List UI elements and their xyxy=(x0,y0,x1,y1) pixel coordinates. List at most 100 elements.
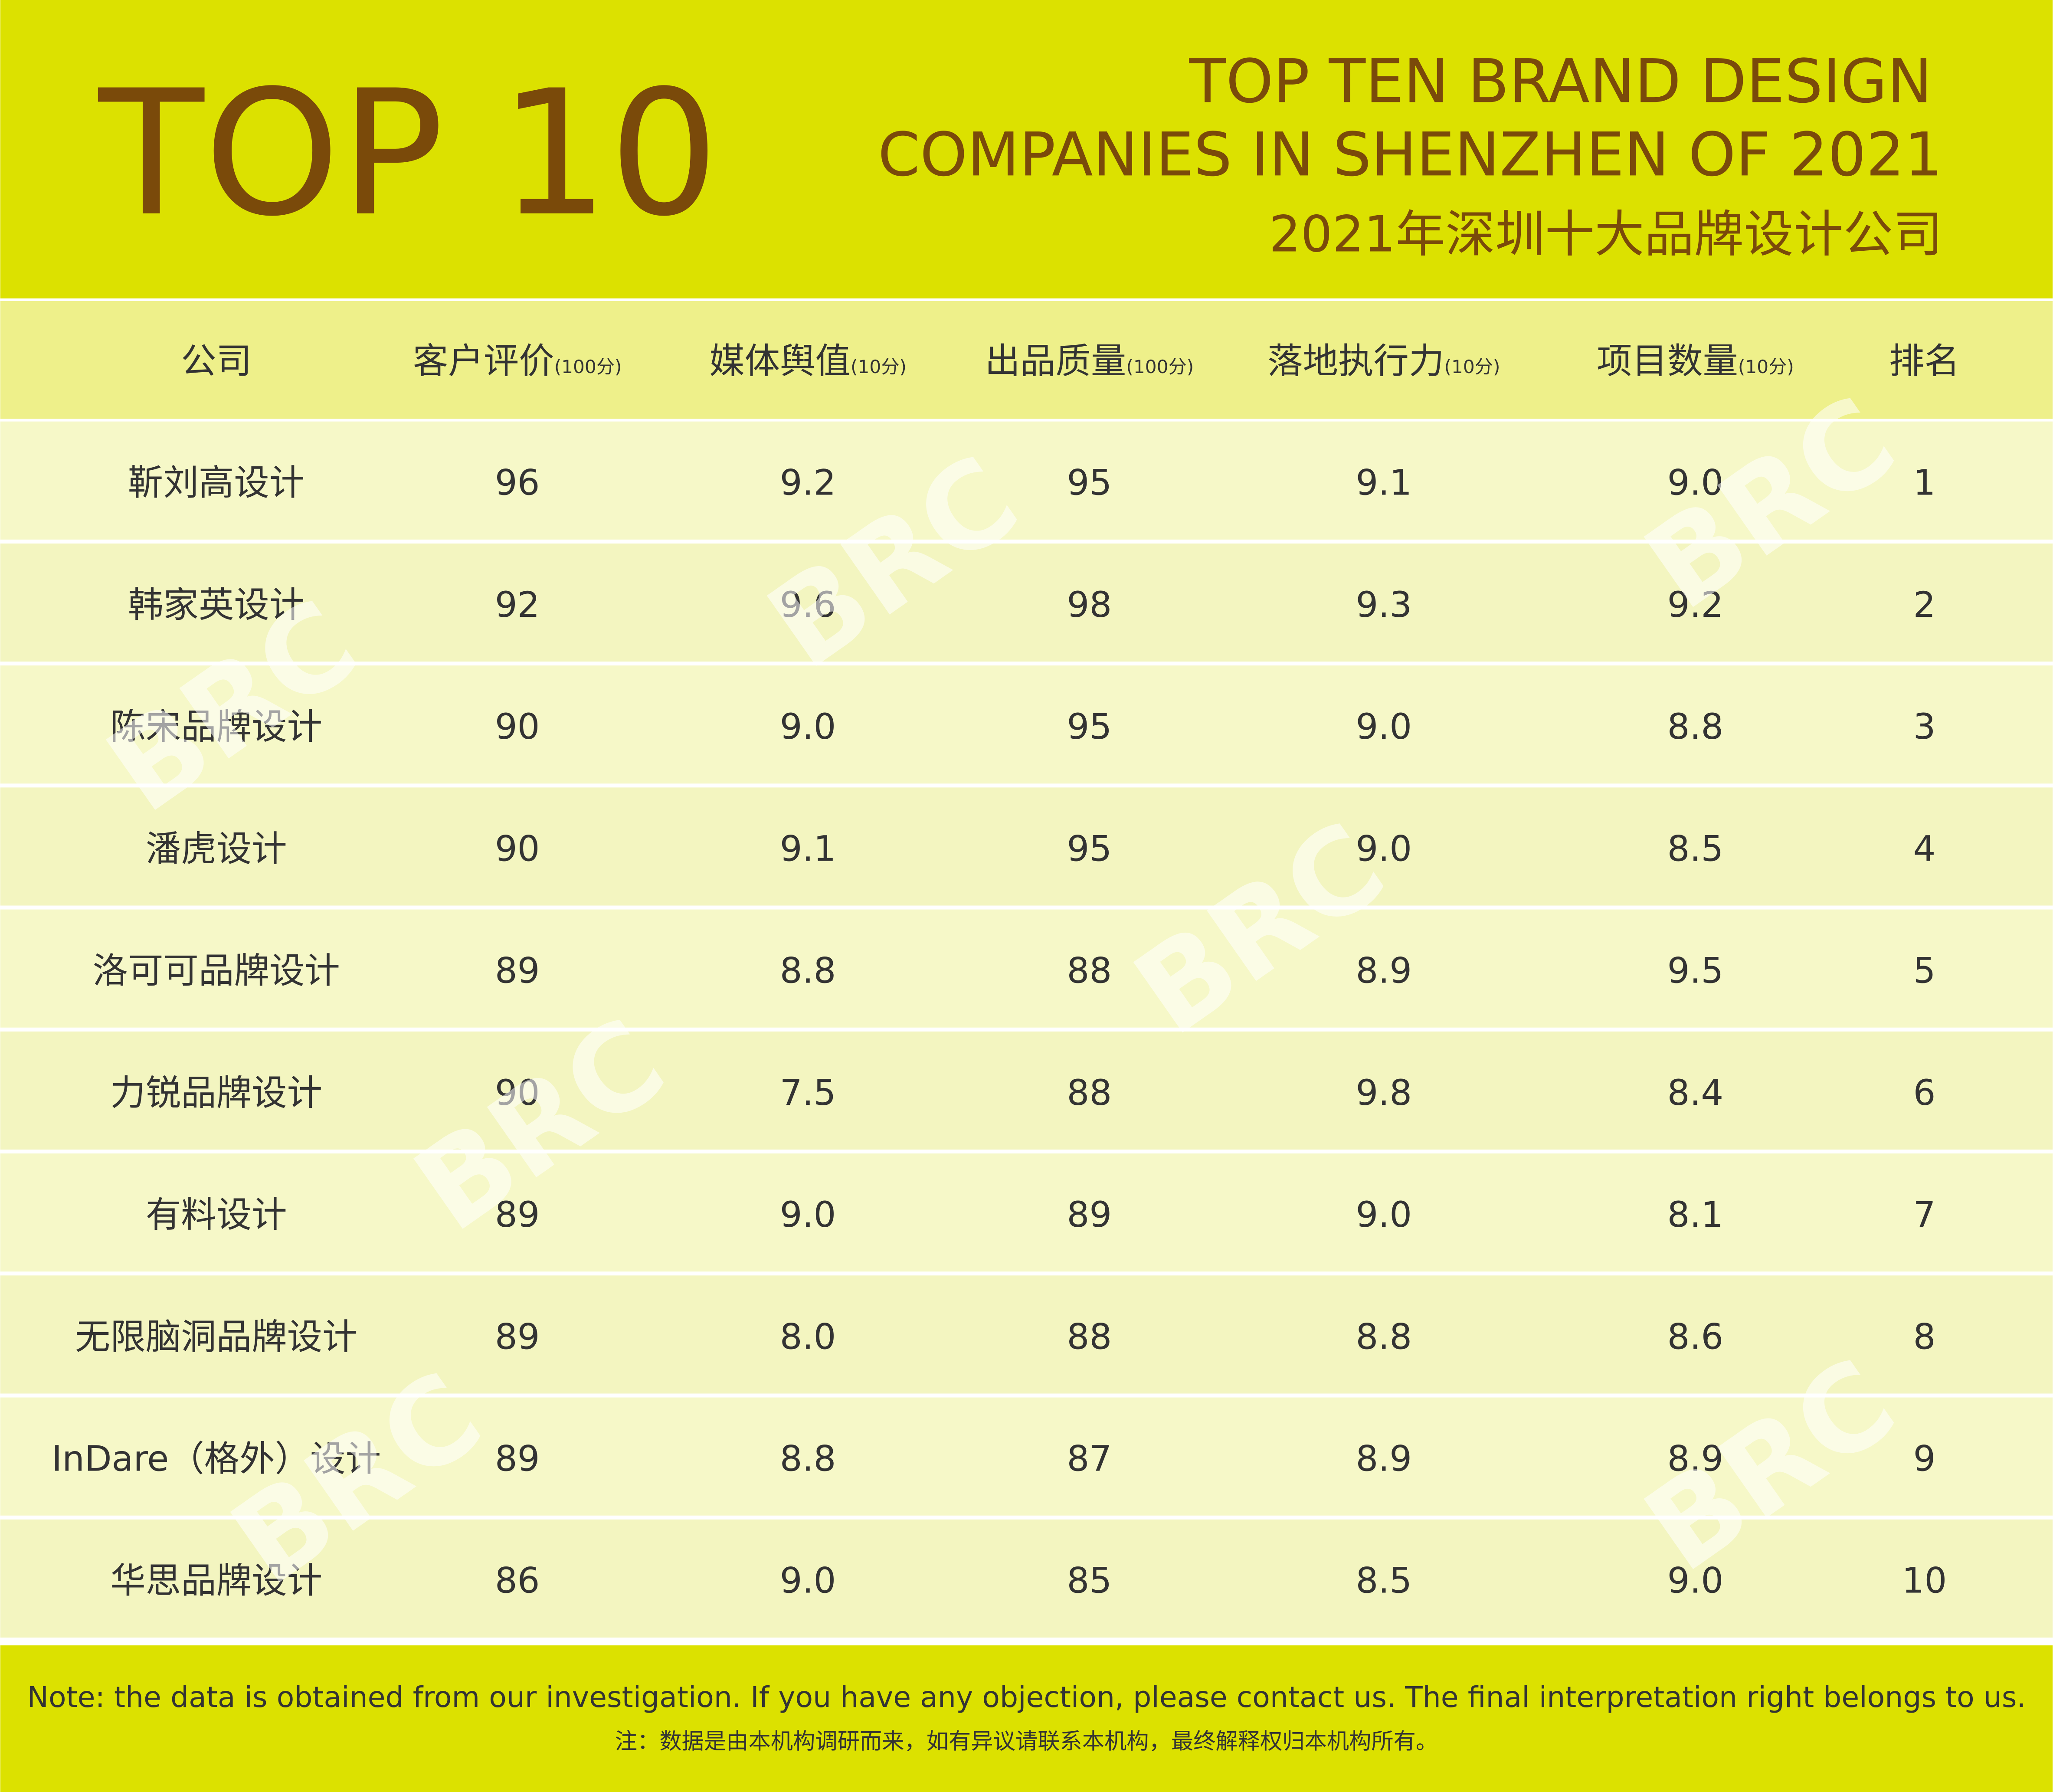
cell-value: 98 xyxy=(1067,584,1112,626)
cell-value: 9.3 xyxy=(1356,584,1412,626)
cell-value: 9.5 xyxy=(1667,950,1724,992)
column-label: 落地执行力 xyxy=(1267,341,1444,382)
column-header: 出品质量(100分) xyxy=(985,341,1194,382)
cell-value: 7.5 xyxy=(780,1072,836,1114)
header-band xyxy=(0,0,2053,298)
company-name: 洛可可品牌设计 xyxy=(92,950,340,992)
column-header: 项目数量(10分) xyxy=(1597,341,1794,382)
cell-value: 9.0 xyxy=(780,1560,836,1602)
company-name: 华思品牌设计 xyxy=(110,1560,322,1602)
table-row xyxy=(0,1031,2053,1150)
column-unit: (10分) xyxy=(1444,356,1500,377)
footer-band xyxy=(0,1645,2053,1792)
column-label: 客户评价 xyxy=(413,341,554,382)
cell-value: 9.0 xyxy=(1667,462,1724,504)
column-header: 排名 xyxy=(1889,341,1960,382)
column-unit: (10分) xyxy=(1738,356,1794,377)
cell-value: 9.1 xyxy=(780,828,836,869)
cell-value: 8.0 xyxy=(780,1316,836,1357)
table-row xyxy=(0,1397,2053,1516)
title-line: TOP TEN BRAND DESIGN xyxy=(1189,46,1932,116)
cell-value: 8.9 xyxy=(1667,1438,1724,1479)
table: 公司 客户评价(100分) 媒体舆值(10分) 出品质量(100分) 落地执行力(10分… xyxy=(52,341,1960,1602)
cell-value: 9.6 xyxy=(780,584,836,626)
cell-value: 8.6 xyxy=(1667,1316,1724,1357)
table-row xyxy=(0,1153,2053,1272)
cell-value: 8.5 xyxy=(1667,828,1724,869)
company-name: 有料设计 xyxy=(146,1194,287,1235)
cell-value: 89 xyxy=(495,950,540,992)
cell-value: 86 xyxy=(495,1560,540,1602)
cell-value: 90 xyxy=(495,828,540,869)
cell-value: 9.2 xyxy=(1667,584,1724,626)
cell-value: 90 xyxy=(495,1072,540,1114)
cell-value: 6 xyxy=(1913,1072,1936,1114)
company-name: 靳刘高设计 xyxy=(128,462,305,504)
company-name: InDare（格外）设计 xyxy=(52,1438,381,1479)
cell-value: 4 xyxy=(1913,828,1936,869)
cell-value: 3 xyxy=(1913,706,1936,747)
column-label: 出品质量 xyxy=(985,341,1126,382)
table-row xyxy=(0,787,2053,906)
cell-value: 8.8 xyxy=(1356,1316,1412,1357)
table-row xyxy=(0,665,2053,784)
column-header: 落地执行力(10分) xyxy=(1267,341,1500,382)
big-title: TOP 10 xyxy=(96,53,719,254)
table-row xyxy=(0,1519,2053,1638)
company-name: 陈宋品牌设计 xyxy=(110,706,322,747)
cell-value: 85 xyxy=(1067,1560,1112,1602)
cell-value: 95 xyxy=(1067,828,1112,869)
company-name: 无限脑洞品牌设计 xyxy=(75,1316,358,1357)
cell-value: 89 xyxy=(495,1194,540,1235)
company-name: 潘虎设计 xyxy=(146,828,287,869)
cell-value: 95 xyxy=(1067,706,1112,747)
table-row xyxy=(0,421,2053,540)
cell-value: 8 xyxy=(1913,1316,1936,1357)
cell-value: 87 xyxy=(1067,1438,1112,1479)
cell-value: 88 xyxy=(1067,1316,1112,1357)
cell-value: 8.8 xyxy=(1667,706,1724,747)
cell-value: 9.8 xyxy=(1356,1072,1412,1114)
cell-value: 88 xyxy=(1067,950,1112,992)
column-label: 公司 xyxy=(181,341,252,382)
cell-value: 9.0 xyxy=(1356,828,1412,869)
column-label: 媒体舆值 xyxy=(709,341,851,382)
table-body xyxy=(0,421,2053,1638)
column-label: 项目数量 xyxy=(1597,341,1738,382)
table-row xyxy=(0,909,2053,1028)
cell-value: 8.9 xyxy=(1356,950,1412,992)
cell-value: 9.1 xyxy=(1356,462,1412,504)
column-unit: (100分) xyxy=(554,356,622,377)
column-unit: (100分) xyxy=(1126,356,1194,377)
cell-value: 8.8 xyxy=(780,1438,836,1479)
cell-value: 9.0 xyxy=(780,1194,836,1235)
cell-value: 9.0 xyxy=(1356,706,1412,747)
footer-note: Note: the data is obtained from our inve… xyxy=(27,1680,2026,1714)
cell-value: 8.8 xyxy=(780,950,836,992)
column-header: 媒体舆值(10分) xyxy=(709,341,907,382)
cell-value: 8.1 xyxy=(1667,1194,1724,1235)
cell-value: 90 xyxy=(495,706,540,747)
cell-value: 8.5 xyxy=(1356,1560,1412,1602)
table-row xyxy=(0,1275,2053,1394)
cell-value: 89 xyxy=(495,1438,540,1479)
column-label: 排名 xyxy=(1889,341,1960,382)
table-header-band xyxy=(0,301,2053,419)
cell-value: 92 xyxy=(495,584,540,626)
cell-value: 8.4 xyxy=(1667,1072,1724,1114)
subtitle: 2021年深圳十大品牌设计公司 xyxy=(1269,206,1943,263)
cell-value: 2 xyxy=(1913,584,1936,626)
cell-value: 7 xyxy=(1913,1194,1936,1235)
cell-value: 9 xyxy=(1913,1438,1936,1479)
company-name: 力锐品牌设计 xyxy=(110,1072,322,1114)
cell-value: 9.0 xyxy=(780,706,836,747)
column-header: 客户评价(100分) xyxy=(413,341,622,382)
footer-note: 注：数据是由本机构调研而来，如有异议请联系本机构，最终解释权归本机构所有。 xyxy=(615,1728,1438,1754)
column-header: 公司 xyxy=(181,341,252,382)
title-line: COMPANIES IN SHENZHEN OF 2021 xyxy=(878,119,1943,190)
cell-value: 9.0 xyxy=(1356,1194,1412,1235)
column-unit: (10分) xyxy=(851,356,907,377)
cell-value: 89 xyxy=(1067,1194,1112,1235)
cell-value: 9.0 xyxy=(1667,1560,1724,1602)
